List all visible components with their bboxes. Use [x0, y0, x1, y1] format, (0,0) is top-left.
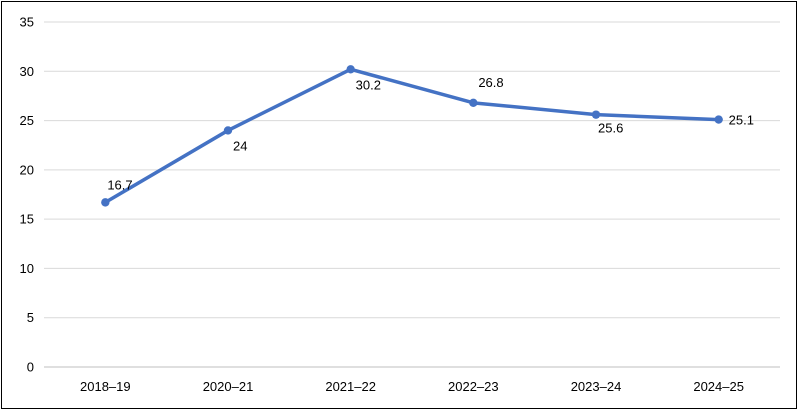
- y-axis-ticks: 0 5 10 15 20 25 30 35: [20, 15, 34, 375]
- data-label: 30.2: [356, 77, 381, 92]
- series-group: [101, 65, 723, 207]
- y-tick-label: 0: [27, 360, 34, 375]
- data-label: 25.6: [598, 121, 623, 136]
- x-tick-label: 2022–23: [448, 379, 499, 394]
- data-label: 24: [233, 138, 247, 153]
- y-tick-label: 15: [20, 212, 34, 227]
- data-point: [346, 65, 355, 74]
- y-tick-label: 25: [20, 113, 34, 128]
- data-point: [591, 110, 601, 119]
- x-tick-label: 2020–21: [203, 379, 254, 394]
- y-tick-label: 35: [20, 15, 34, 30]
- x-tick-label: 2023–24: [571, 379, 622, 394]
- data-point: [714, 115, 723, 124]
- x-tick-label: 2024–25: [693, 379, 744, 394]
- data-labels: 16.7 24 30.2 26.8 25.6 25.1: [107, 75, 754, 193]
- data-point: [101, 198, 110, 207]
- data-label: 16.7: [107, 177, 132, 192]
- data-point: [469, 98, 478, 108]
- series-line: [103, 67, 721, 205]
- y-tick-label: 20: [20, 162, 34, 177]
- gridlines: [44, 21, 780, 368]
- x-tick-label: 2021–22: [325, 379, 376, 394]
- data-point: [223, 126, 233, 135]
- data-label: 26.8: [478, 75, 503, 90]
- y-tick-label: 10: [20, 261, 34, 276]
- x-tick-label: 2018–19: [80, 379, 131, 394]
- y-tick-label: 30: [20, 64, 34, 79]
- x-axis-ticks: 2018–19 2020–21 2021–22 2022–23 2023–24 2024–…: [80, 379, 744, 394]
- y-tick-label: 5: [27, 310, 34, 325]
- data-label: 25.1: [729, 113, 754, 128]
